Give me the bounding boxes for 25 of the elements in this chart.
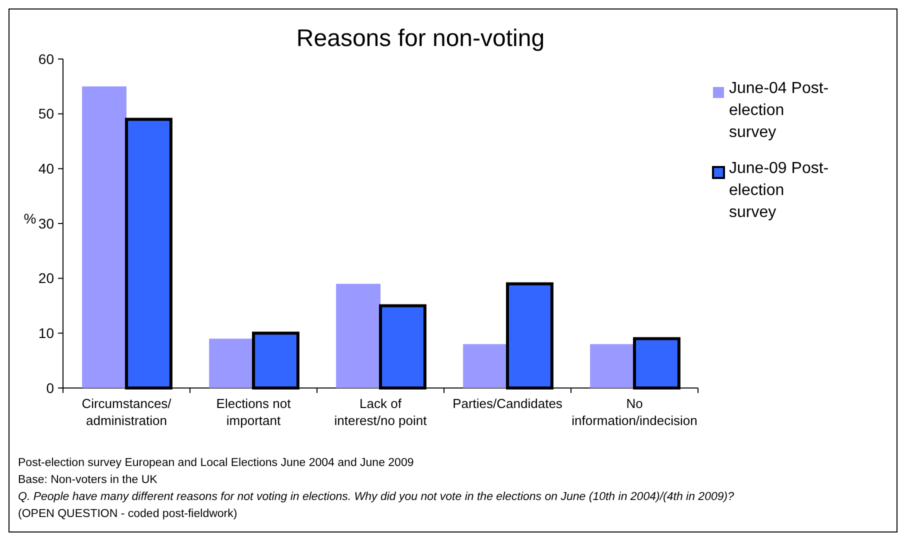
legend-label: June-04 Post-election survey xyxy=(729,80,829,141)
chart-title: Reasons for non-voting xyxy=(296,25,545,52)
bar xyxy=(590,344,634,388)
y-tick-label: 0 xyxy=(46,380,54,396)
y-axis-title: % xyxy=(24,210,36,226)
y-tick-label: 30 xyxy=(38,215,54,232)
bar xyxy=(336,284,380,388)
y-tick-label: 40 xyxy=(38,160,54,177)
bar xyxy=(209,338,254,388)
bar xyxy=(463,344,508,388)
text: Post-election survey European and Local Elections June 2004 and June 2009 xyxy=(18,457,414,469)
x-tick-label: Elections not important xyxy=(216,396,292,428)
x-tick-label: Parties/Candidates xyxy=(452,396,563,411)
legend-label: June-09 Post-election survey xyxy=(729,160,829,221)
x-tick-label: Lack of interest/no point xyxy=(334,396,428,428)
y-tick-label: 60 xyxy=(38,50,54,67)
text: (OPEN QUESTION - coded post-fieldwork) xyxy=(18,508,238,520)
y-tick-label: 10 xyxy=(38,325,54,342)
x-tick-label: No information/indecision xyxy=(572,396,698,428)
text: Q. People have many different reasons for not voting in elections. Why did you not vote in the elections on June (10th in 2004)/(4th in 2009)? xyxy=(18,491,735,503)
text: Base: Non-voters in the UK xyxy=(18,474,158,486)
x-tick-label: Circumstances/ administration xyxy=(82,396,172,428)
y-tick-label: 50 xyxy=(38,106,54,122)
bar xyxy=(82,86,126,388)
y-tick-label: 20 xyxy=(38,270,54,286)
